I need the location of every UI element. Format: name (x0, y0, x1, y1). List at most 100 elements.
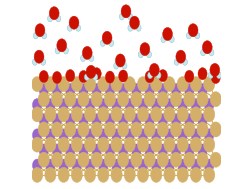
Ellipse shape (151, 129, 161, 141)
Ellipse shape (66, 114, 75, 126)
Ellipse shape (131, 92, 142, 107)
Ellipse shape (104, 92, 116, 107)
Ellipse shape (184, 144, 194, 156)
Ellipse shape (105, 71, 114, 83)
Ellipse shape (39, 84, 48, 96)
Ellipse shape (186, 32, 191, 39)
Ellipse shape (111, 167, 122, 182)
Ellipse shape (124, 137, 136, 152)
Ellipse shape (66, 84, 75, 96)
Ellipse shape (157, 152, 169, 167)
Ellipse shape (52, 144, 62, 156)
Ellipse shape (165, 129, 174, 141)
Ellipse shape (32, 167, 43, 182)
Ellipse shape (69, 16, 79, 29)
Ellipse shape (208, 72, 213, 78)
Ellipse shape (169, 36, 174, 43)
Ellipse shape (151, 99, 161, 111)
Ellipse shape (210, 63, 220, 77)
Ellipse shape (184, 152, 195, 167)
Ellipse shape (145, 84, 154, 96)
Ellipse shape (190, 167, 202, 182)
Ellipse shape (51, 92, 63, 107)
Ellipse shape (45, 77, 56, 92)
Ellipse shape (210, 92, 222, 107)
Ellipse shape (191, 159, 201, 172)
Ellipse shape (177, 137, 188, 152)
Ellipse shape (204, 107, 215, 122)
Ellipse shape (112, 129, 121, 141)
Ellipse shape (210, 122, 222, 137)
Ellipse shape (49, 7, 59, 20)
Ellipse shape (174, 59, 179, 65)
Ellipse shape (137, 77, 149, 92)
Ellipse shape (38, 92, 49, 107)
Ellipse shape (81, 55, 85, 61)
Ellipse shape (148, 72, 153, 78)
Ellipse shape (76, 25, 81, 31)
Ellipse shape (33, 59, 37, 65)
Ellipse shape (137, 137, 149, 152)
Ellipse shape (171, 144, 181, 156)
Ellipse shape (111, 77, 122, 92)
Ellipse shape (38, 122, 49, 137)
Ellipse shape (112, 99, 121, 111)
Ellipse shape (66, 144, 75, 156)
Ellipse shape (64, 47, 68, 54)
Ellipse shape (204, 129, 214, 141)
Ellipse shape (59, 159, 68, 172)
Ellipse shape (58, 107, 69, 122)
Ellipse shape (115, 54, 125, 67)
Ellipse shape (117, 122, 129, 137)
Ellipse shape (79, 84, 88, 96)
Ellipse shape (58, 77, 69, 92)
Ellipse shape (79, 70, 88, 83)
Ellipse shape (204, 77, 215, 92)
Ellipse shape (177, 167, 188, 182)
Ellipse shape (59, 99, 68, 111)
Ellipse shape (58, 137, 69, 152)
Ellipse shape (51, 122, 63, 137)
Ellipse shape (144, 122, 155, 137)
Ellipse shape (85, 159, 95, 172)
Ellipse shape (125, 159, 135, 172)
Ellipse shape (151, 167, 162, 182)
Ellipse shape (45, 107, 56, 122)
Ellipse shape (178, 99, 187, 111)
Ellipse shape (32, 137, 43, 152)
Ellipse shape (131, 152, 142, 167)
Ellipse shape (85, 99, 95, 111)
Ellipse shape (118, 144, 128, 156)
Ellipse shape (105, 114, 115, 126)
Ellipse shape (184, 84, 194, 96)
Ellipse shape (84, 74, 89, 80)
Ellipse shape (104, 122, 116, 137)
Ellipse shape (117, 92, 129, 107)
Ellipse shape (191, 129, 201, 141)
Ellipse shape (34, 50, 44, 63)
Ellipse shape (84, 137, 96, 152)
Ellipse shape (138, 99, 148, 111)
Ellipse shape (117, 152, 129, 167)
Ellipse shape (144, 152, 155, 167)
Ellipse shape (138, 159, 148, 172)
Ellipse shape (165, 159, 174, 172)
Ellipse shape (33, 129, 42, 141)
Ellipse shape (158, 84, 168, 96)
Ellipse shape (89, 55, 94, 61)
Ellipse shape (158, 70, 167, 82)
Ellipse shape (137, 167, 149, 182)
Ellipse shape (151, 159, 161, 172)
Ellipse shape (132, 84, 141, 96)
Ellipse shape (84, 77, 96, 92)
Ellipse shape (98, 167, 109, 182)
Ellipse shape (190, 107, 202, 122)
Ellipse shape (33, 159, 42, 172)
Ellipse shape (32, 77, 43, 92)
Ellipse shape (92, 114, 101, 126)
Ellipse shape (191, 99, 201, 111)
Ellipse shape (209, 49, 214, 56)
Ellipse shape (68, 25, 72, 31)
Ellipse shape (32, 107, 43, 122)
Ellipse shape (65, 122, 76, 137)
